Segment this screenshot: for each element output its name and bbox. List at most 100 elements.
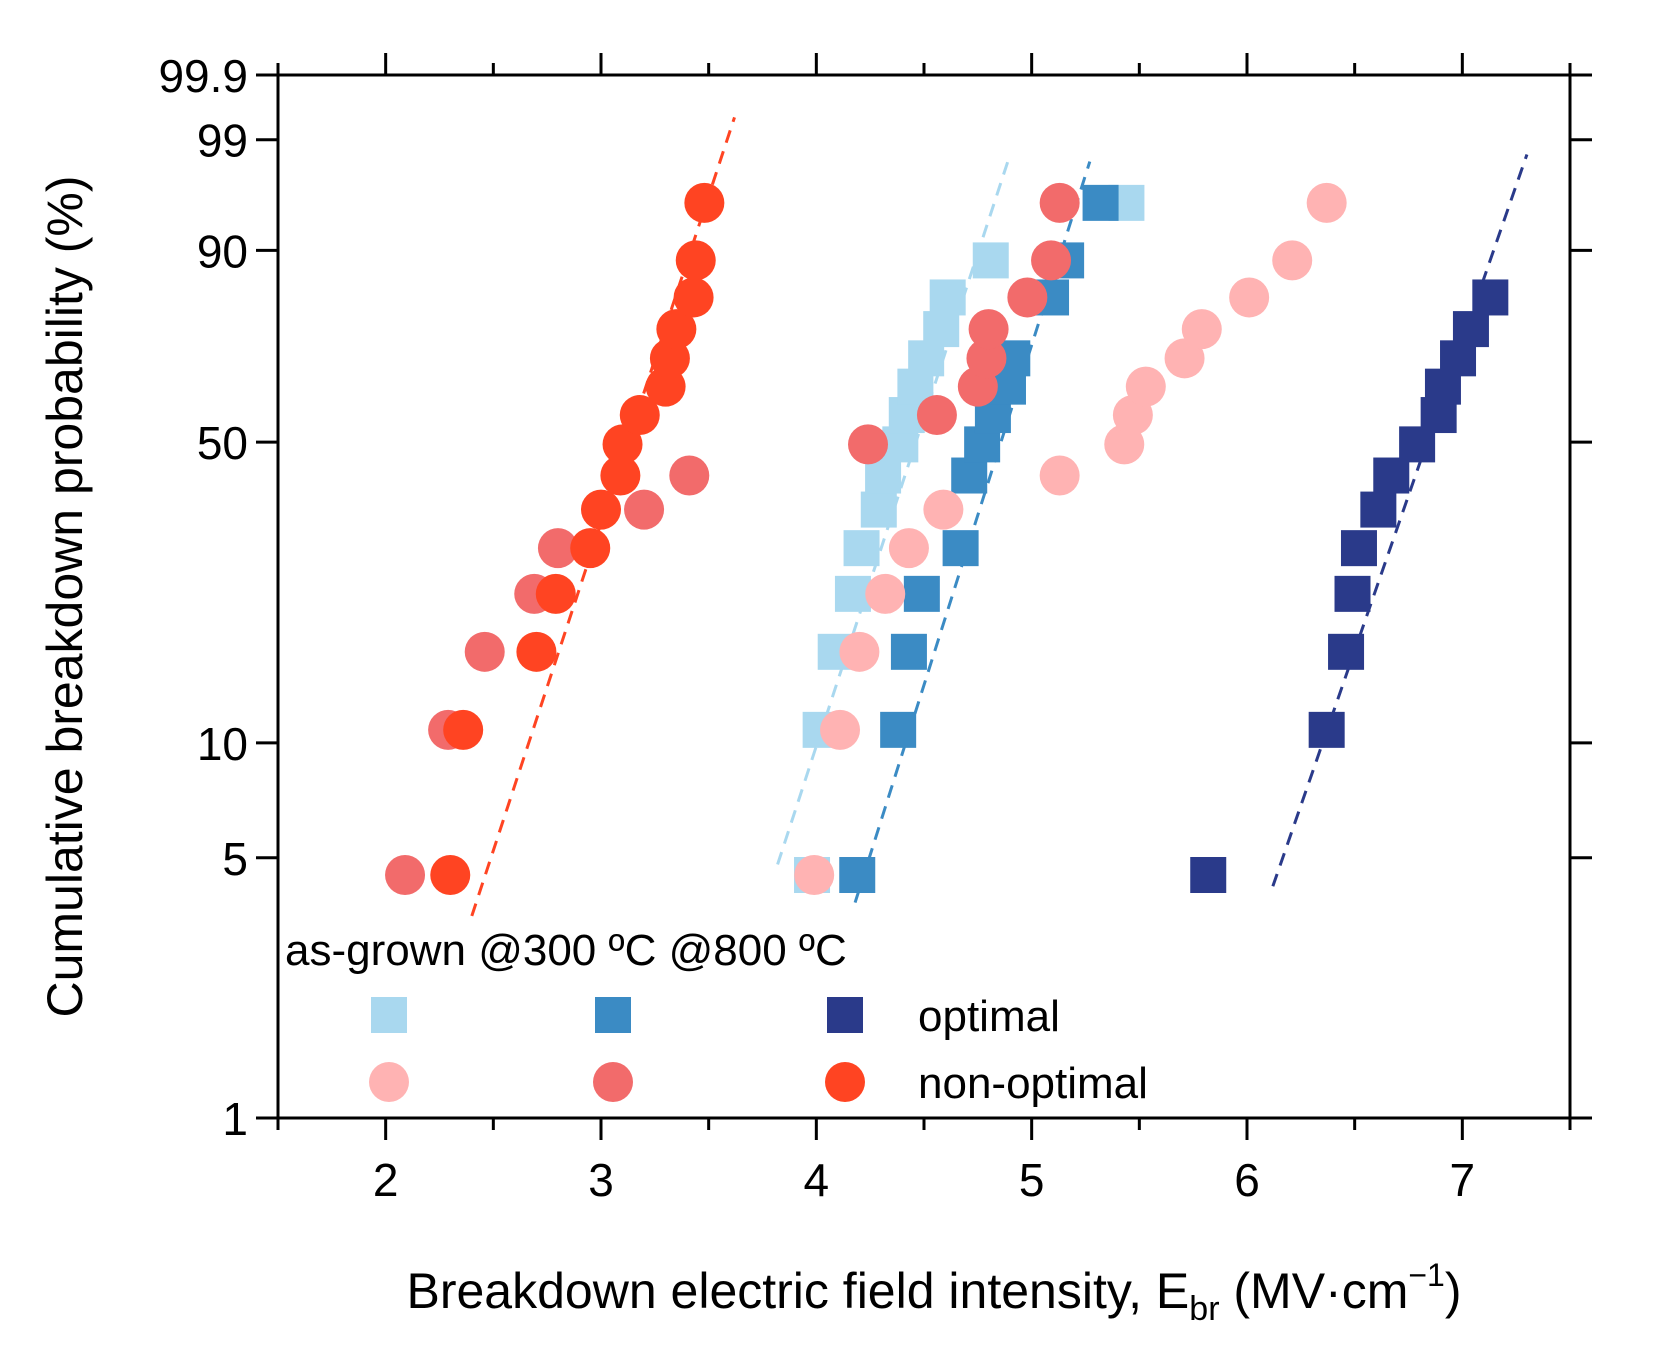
data-point-circle (581, 489, 621, 530)
data-point-square (1328, 633, 1365, 670)
y-tick-label-99-9: 99.9 (158, 50, 248, 102)
tick-labels: 2 3 4 5 6 7 1 5 10 50 90 99 99.9 (158, 50, 1475, 1206)
data-point-circle (535, 573, 576, 614)
data-point-square (1472, 279, 1509, 316)
data-point-circle (968, 309, 1009, 350)
data-point-circle (1031, 240, 1072, 281)
series-optimal-800-c (1190, 279, 1509, 894)
y-tick-label-99: 99 (197, 115, 248, 167)
data-point-square (923, 311, 960, 348)
x-axis-title-subscript: br (1189, 1290, 1219, 1328)
x-tick-label-4: 4 (804, 1154, 830, 1206)
data-point-square (1190, 857, 1227, 894)
data-point-square (1373, 457, 1410, 494)
fit-optimal-800-c-line (1271, 153, 1529, 887)
data-point-circle (443, 709, 484, 750)
data-point-circle (865, 573, 906, 614)
data-point-circle (1181, 309, 1222, 350)
legend-header: as-grown @300 ºC @800 ºC (285, 926, 847, 975)
data-point-circle (966, 338, 1007, 379)
data-point-circle (839, 631, 880, 672)
data-point-circle (537, 528, 578, 569)
data-point-circle (888, 528, 929, 569)
data-point-circle (464, 631, 505, 672)
legend-marker-optimal-as-grown (371, 997, 407, 1033)
data-point-circle (600, 455, 641, 496)
data-point-circle (684, 182, 725, 223)
data-point-circle (916, 395, 957, 436)
legend-marker-non-optimal-300-c (593, 1062, 633, 1102)
x-axis-title-unit: (MV·cm (1220, 1263, 1409, 1319)
data-point-square (1360, 491, 1397, 528)
data-point-square (942, 530, 979, 567)
data-point-circle (385, 855, 426, 896)
data-point-circle (1164, 338, 1205, 379)
series-non-optimal-as-grown (794, 182, 1347, 896)
y-tick-label-10: 10 (197, 718, 248, 770)
series-optimal-300-c (839, 184, 1119, 894)
legend-marker-optimal-800-c (827, 997, 863, 1033)
legend-markers (369, 997, 865, 1102)
legend-label-non-optimal: non-optimal (918, 1059, 1148, 1108)
legend-marker-non-optimal-800-c (825, 1062, 865, 1102)
data-point-square (1334, 575, 1371, 612)
data-point-square (843, 530, 880, 567)
data-point-circle (673, 277, 714, 318)
y-tick-label-50: 50 (197, 417, 248, 469)
x-axis-title-symbol: E (1156, 1263, 1189, 1319)
legend: as-grown @300 ºC @800 ºC optimal non-opt… (285, 926, 1148, 1108)
data-point-circle (656, 309, 697, 350)
x-axis-title-superscript: −1 (1408, 1257, 1444, 1293)
y-tick-label-90: 90 (197, 225, 248, 277)
fit-optimal-as-grown-line (776, 153, 1012, 865)
data-point-square (929, 279, 966, 316)
data-point-circle (1229, 277, 1270, 318)
data-point-circle (1039, 182, 1080, 223)
data-point-circle (923, 489, 964, 530)
x-tick-label-6: 6 (1234, 1154, 1260, 1206)
data-point-square (834, 575, 871, 612)
series-optimal-as-grown (794, 184, 1145, 894)
data-point-circle (619, 395, 660, 436)
x-axis-title-unit-close: ) (1445, 1263, 1462, 1319)
data-point-circle (516, 631, 557, 672)
x-tick-label-5: 5 (1019, 1154, 1045, 1206)
data-point-circle (675, 240, 716, 281)
x-axis-title: Breakdown electric field intensity, Ebr … (407, 1257, 1462, 1328)
data-point-circle (669, 455, 710, 496)
data-point-circle (794, 855, 835, 896)
data-point-circle (430, 855, 471, 896)
data-point-circle (624, 489, 665, 530)
legend-marker-optimal-300-c (595, 997, 631, 1033)
data-point-square (1082, 184, 1119, 221)
data-point-circle (820, 709, 861, 750)
legend-header-300: @300 ºC (478, 926, 656, 975)
data-point-square (1340, 530, 1377, 567)
x-tick-label-7: 7 (1450, 1154, 1476, 1206)
data-point-square (1308, 711, 1345, 748)
data-point-circle (602, 424, 643, 465)
data-point-square (890, 633, 927, 670)
data-point-circle (570, 528, 611, 569)
axis-ticks (256, 53, 1592, 1140)
legend-marker-non-optimal-as-grown (369, 1062, 409, 1102)
legend-header-as-grown: as-grown (285, 926, 466, 975)
data-point-circle (1306, 182, 1347, 223)
data-point-square (903, 575, 940, 612)
x-tick-label-3: 3 (588, 1154, 614, 1206)
y-tick-label-5: 5 (222, 833, 248, 885)
data-point-square (951, 457, 988, 494)
legend-header-800: @800 ºC (669, 926, 847, 975)
y-tick-label-1: 1 (222, 1093, 248, 1145)
data-point-circle (1125, 366, 1166, 407)
data-point-square (860, 491, 897, 528)
series-non-optimal-300-c (385, 182, 1080, 896)
data-point-square (880, 711, 917, 748)
data-point-circle (848, 424, 889, 465)
data-point-circle (1272, 240, 1313, 281)
y-axis-title: Cumulative breakdown probability (%) (37, 175, 93, 1017)
legend-label-optimal: optimal (918, 992, 1060, 1041)
x-axis-title-text: Breakdown electric field intensity, (407, 1263, 1156, 1319)
